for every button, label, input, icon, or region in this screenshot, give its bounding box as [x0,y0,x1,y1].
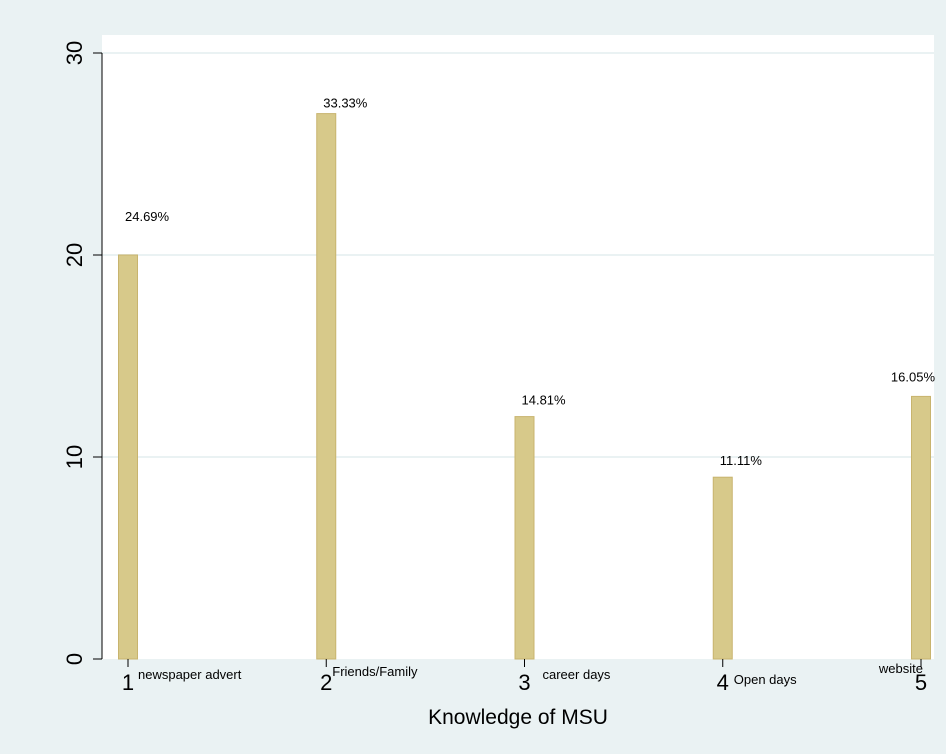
category-annotation-1: newspaper advert [138,667,242,682]
bar-value-label-3: 14.81% [522,393,567,408]
y-axis-ticks: 0 10 20 30 [62,41,102,665]
category-annotation-2: Friends/Family [332,664,418,679]
category-annotation-4: Open days [734,672,797,687]
bar-value-labels: 24.69% 33.33% 14.81% 11.11% 16.05% [125,96,935,469]
bar-value-label-1: 24.69% [125,209,170,224]
x-tick-label-1: 1 [122,670,134,695]
bars [118,113,931,660]
y-tick-label-30: 30 [62,41,87,65]
x-tick-label-4: 4 [717,670,729,695]
bar-5 [911,395,931,660]
x-tick-label-5: 5 [915,670,927,695]
bar-1 [118,254,138,660]
x-tick-label-2: 2 [320,670,332,695]
category-annotation-5: website [878,661,923,676]
bar-value-label-4: 11.11% [720,453,763,468]
y-tick-label-0: 0 [62,653,87,665]
bar-2 [316,113,337,660]
x-axis-ticks: 1 2 3 4 5 [122,659,927,695]
bar-3 [514,416,535,660]
y-tick-label-20: 20 [62,243,87,267]
category-annotations: newspaper advert Friends/Family career day… [138,661,923,687]
x-tick-label-3: 3 [518,670,530,695]
bar-4 [712,476,733,660]
category-annotation-3: career days [543,667,611,682]
x-axis-title: Knowledge of MSU [428,706,608,729]
bar-value-label-2: 33.33% [323,96,368,111]
bar-value-label-5: 16.05% [891,369,936,384]
y-tick-label-10: 10 [62,445,87,469]
